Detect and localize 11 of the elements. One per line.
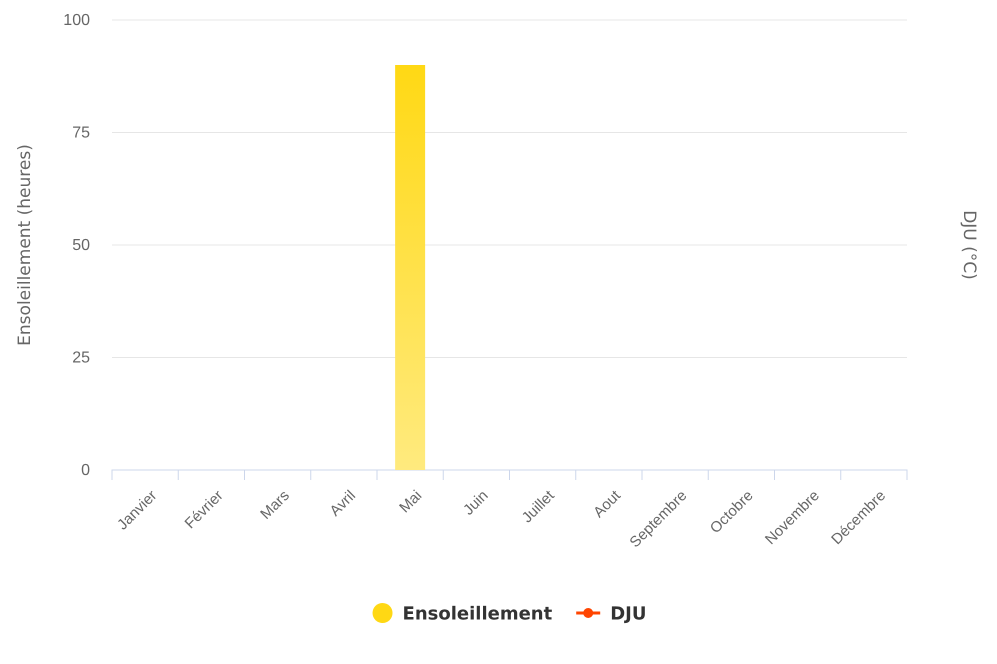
legend-label: Ensoleillement [402,603,553,624]
y2-axis-title: DJU (°C) [959,210,979,280]
y-axis-title: Ensoleillement (heures) [15,144,35,346]
x-tick-label: Juin [460,487,492,519]
legend-label: DJU [610,603,646,624]
y-tick-label: 0 [81,462,90,480]
x-tick-label: Mai [396,487,426,516]
y-tick-label: 50 [72,237,90,254]
y-tick-label: 75 [72,124,90,142]
y-tick-label: 25 [72,350,90,367]
y-tick-label: 100 [63,12,90,30]
